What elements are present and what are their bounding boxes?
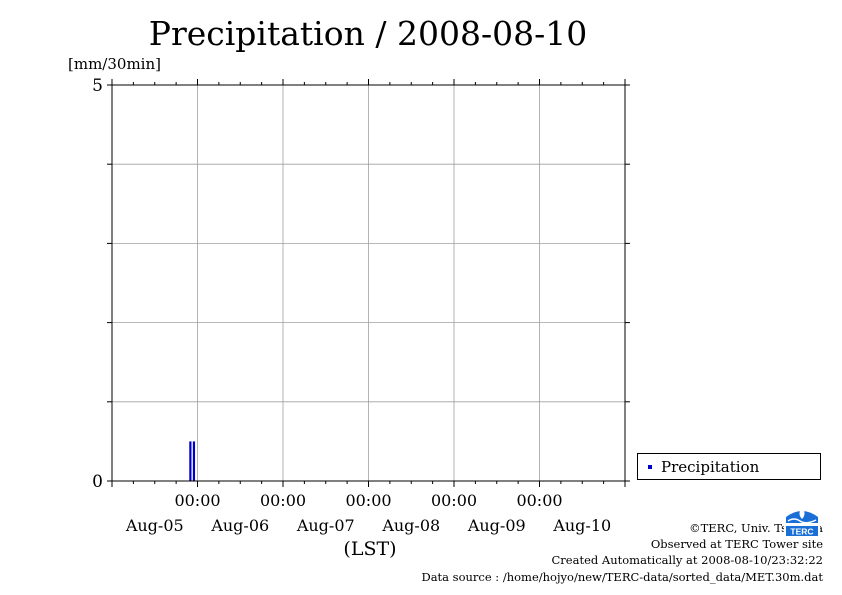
x-date-label: Aug-09 <box>467 516 526 535</box>
x-axis-label: (LST) <box>343 538 396 560</box>
y-tick-label: 0 <box>92 472 103 492</box>
y-tick-label: 5 <box>92 76 103 96</box>
terc-logo-icon: TERC <box>784 503 820 537</box>
svg-text:TERC: TERC <box>790 527 813 537</box>
x-tick-time-label: 00:00 <box>516 491 562 510</box>
x-date-label: Aug-10 <box>552 516 611 535</box>
created-text: Created Automatically at 2008-08-10/23:3… <box>551 553 824 568</box>
x-tick-time-label: 00:00 <box>431 491 477 510</box>
x-date-label: Aug-07 <box>296 516 355 535</box>
x-date-label: Aug-05 <box>125 516 184 535</box>
chart-title: Precipitation / 2008-08-10 <box>148 14 588 53</box>
copyright-text: ©TERC, Univ. Tsukuba <box>689 521 823 535</box>
x-date-label: Aug-06 <box>210 516 269 535</box>
legend: Precipitation <box>637 453 821 480</box>
x-date-label: Aug-08 <box>381 516 440 535</box>
legend-label: Precipitation <box>661 458 760 476</box>
x-tick-time-label: 00:00 <box>260 491 306 510</box>
legend-swatch <box>648 465 652 469</box>
y-axis-unit-label: [mm/30min] <box>68 55 161 73</box>
x-tick-time-label: 00:00 <box>345 491 391 510</box>
footer-credits: ©TERC, Univ. Tsukuba Observed at TERC To… <box>421 520 823 585</box>
site-text: Observed at TERC Tower site <box>650 537 823 552</box>
data-source-text: Data source : /home/hojyo/new/TERC-data/… <box>421 569 823 584</box>
x-tick-time-label: 00:00 <box>174 491 220 510</box>
